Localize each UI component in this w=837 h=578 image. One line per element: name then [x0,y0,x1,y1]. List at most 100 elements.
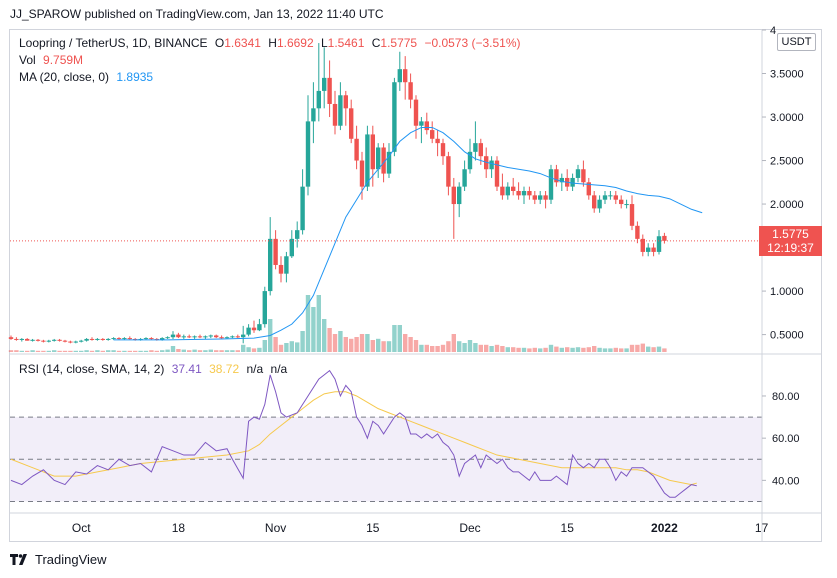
volume-bar [548,344,554,352]
rsi-label[interactable]: RSI (14, close, SMA, 14, 2) [19,362,165,376]
candle-body [613,195,618,200]
candle-body [122,338,127,340]
volume-bar [349,338,354,352]
price-tick-label: 2.5000 [770,156,804,168]
candle [322,47,327,109]
candle [635,221,640,244]
candle-body [251,327,257,331]
candle-body [14,338,19,340]
last-price-badge: 1.5775 12:19:37 [759,226,822,256]
candle-body [322,77,327,91]
candle [365,125,370,191]
volume-bar [133,350,138,352]
volume-bar [516,347,521,352]
candle [46,339,51,343]
candle [165,336,170,339]
candle-body [581,169,586,183]
candle-body [376,147,381,170]
candle [570,173,575,191]
candle-body [41,340,46,342]
candle-body [386,151,392,174]
volume-bar [41,350,46,352]
price-tick-label: 3.5000 [770,69,804,81]
volume-bar [376,338,381,352]
candle-body [424,121,429,131]
volume-bar [73,350,78,352]
symbol-label[interactable]: Loopring / TetherUS, 1D, BINANCE [19,36,208,50]
volume-bar [565,347,570,352]
volume-bar [138,350,143,352]
candle-body [62,340,68,342]
volume-bar [176,349,181,352]
candle [592,191,597,213]
candle [246,324,251,337]
volume-bar [8,350,14,352]
candle-body [354,138,359,161]
candle-body [656,236,662,252]
candle [343,90,348,126]
candle-body [111,338,116,340]
candle-body [462,169,467,187]
volume-bar [68,350,73,352]
candle [305,95,311,196]
candle [457,182,462,218]
candle [516,182,521,200]
time-tick-label: Oct [72,521,91,535]
candle-body [311,108,316,122]
volume-bar [662,348,667,352]
candle [440,138,446,165]
candle [214,334,219,339]
candle-body [241,334,246,338]
footer-brand[interactable]: TradingView [10,552,107,567]
volume-bar [262,340,267,352]
volume-bar [359,334,365,352]
ma-label[interactable]: MA (20, close, 0) [19,70,110,84]
rsi-tick-label: 40.00 [772,475,800,487]
volume-bar [635,344,640,352]
candle-body [597,199,602,209]
rsi-line [10,369,697,498]
candle [230,335,235,339]
candle-body [473,143,478,152]
candle [489,156,494,178]
candle-body [160,338,165,340]
volume-bar [624,348,629,352]
volume-bar [424,344,429,352]
candle-body [170,334,176,338]
price-tick-label: 2.0000 [770,199,804,211]
publish-line: JJ_SPAROW published on TradingView.com, … [10,7,384,21]
candle-body [116,338,122,340]
close-label: C [371,36,381,50]
candle-body [629,204,635,226]
candle-body [521,191,527,196]
volume-bar [257,347,262,352]
candle-body [651,247,656,252]
candle [662,232,667,244]
candle [170,331,176,339]
candle-body [68,341,73,343]
candle [19,338,24,342]
volume-bar [52,350,57,352]
candle [548,164,554,205]
candle-body [370,134,375,170]
candle-body [559,177,564,183]
candle-body [316,90,321,109]
vol-label[interactable]: Vol [19,53,36,67]
candle [538,191,543,205]
volume-bar [408,337,413,352]
candle [41,339,46,343]
volume-bar [230,350,235,352]
candle [413,95,419,139]
currency-badge[interactable]: USDT [777,33,816,51]
candle [332,90,338,135]
candle-body [284,256,289,274]
candle-body [500,186,505,196]
candle [494,156,500,191]
volume-layer [8,295,667,352]
tradingview-logo-icon [10,554,27,565]
candle-body [203,336,208,338]
close-value: 1.5775 [380,36,418,50]
volume-bar [570,347,575,352]
candle [586,177,591,200]
